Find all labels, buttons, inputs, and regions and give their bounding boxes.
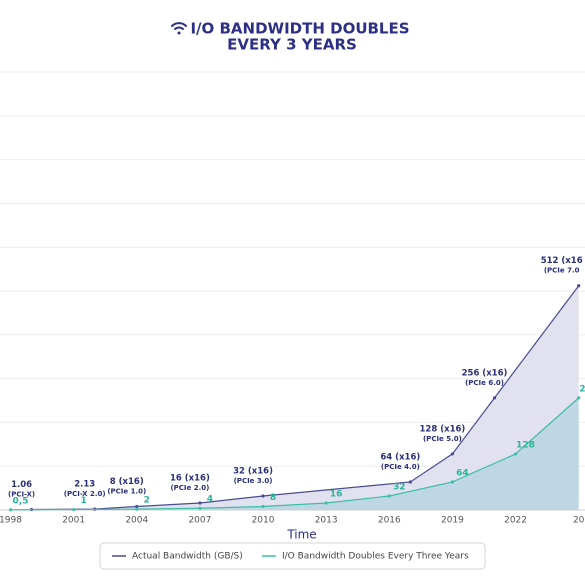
data-sublabel: (PCI-X 2.0) [64, 490, 106, 498]
point [450, 452, 455, 456]
data-label: 16 (x16) [170, 473, 210, 483]
point [513, 452, 518, 456]
legend-box [99, 542, 486, 570]
x-tick-label: 2022 [504, 516, 527, 526]
data-label: 128 [516, 440, 535, 450]
point [261, 504, 265, 509]
data-label: 1.06 [11, 480, 32, 490]
data-label: 0,5 [13, 496, 29, 506]
legend-label: I/O Bandwidth Doubles Every Three Years [282, 552, 469, 562]
data-sublabel: (PCIe 1.0) [107, 487, 146, 495]
data-label: 64 [456, 468, 469, 478]
data-label: 2 [144, 496, 150, 506]
data-label: 8 (x16) [110, 477, 144, 487]
point [261, 494, 265, 498]
x-tick-label: 2010 [252, 516, 275, 526]
x-tick-label: 2013 [315, 516, 338, 526]
x-tick-label: 20 [573, 516, 585, 526]
data-label: 1 [81, 496, 87, 506]
x-tick-label: 2007 [188, 516, 211, 526]
x-axis-label: Time [286, 528, 316, 542]
point [492, 396, 497, 400]
point [577, 396, 581, 400]
data-label: 2.13 [74, 480, 95, 490]
point [198, 501, 202, 505]
x-tick-label: 2019 [441, 516, 464, 526]
legend-label: Actual Bandwidth (GB/S) [132, 552, 243, 562]
data-sublabel: (PCIe 2.0) [170, 484, 209, 492]
data-label: 16 [330, 489, 343, 499]
data-sublabel: (PCIe 4.0) [381, 463, 420, 471]
area-fill [10, 397, 579, 510]
data-label: 64 (x16) [380, 452, 420, 462]
data-label: 32 [393, 482, 406, 492]
point [135, 507, 139, 511]
point [408, 480, 412, 484]
point [198, 506, 202, 510]
data-label: 256 (x16) [462, 368, 508, 378]
x-tick-label: 2004 [125, 516, 148, 526]
point [135, 504, 139, 509]
data-sublabel: (PCIe 6.0) [465, 379, 504, 387]
chart-title: EVERY 3 YEARS [227, 36, 357, 54]
point [387, 494, 391, 498]
chart-title: I/O BANDWIDTH DOUBLES [190, 20, 409, 38]
data-sublabel: (PCIe 3.0) [234, 477, 273, 485]
data-sublabel: (PCIe 5.0) [423, 435, 462, 443]
point [8, 508, 13, 512]
point [72, 507, 76, 512]
x-tick-label: 1998 [0, 516, 22, 526]
data-label: 512 (x16 [541, 256, 583, 266]
series-line [10, 397, 580, 511]
data-label: 128 (x16) [420, 424, 466, 434]
point [324, 501, 328, 505]
wifi-icon [171, 22, 187, 35]
data-label: 4 [207, 495, 213, 505]
data-label: 32 (x16) [233, 466, 273, 476]
data-label: 8 [270, 493, 276, 503]
x-tick-label: 2001 [62, 516, 85, 526]
grid [0, 71, 585, 511]
point [450, 480, 455, 484]
point [577, 284, 581, 288]
data-sublabel: (PCIe 7.0 [544, 267, 580, 275]
data-sublabel: (PCI-X) [8, 491, 35, 499]
data-label: 256 [579, 384, 585, 394]
plot: 1.06(PCI-X) 2.13(PCI-X 2.0) 8 (x16)(PCIe 1… [8, 256, 585, 512]
x-tick-label: 2016 [378, 516, 401, 526]
